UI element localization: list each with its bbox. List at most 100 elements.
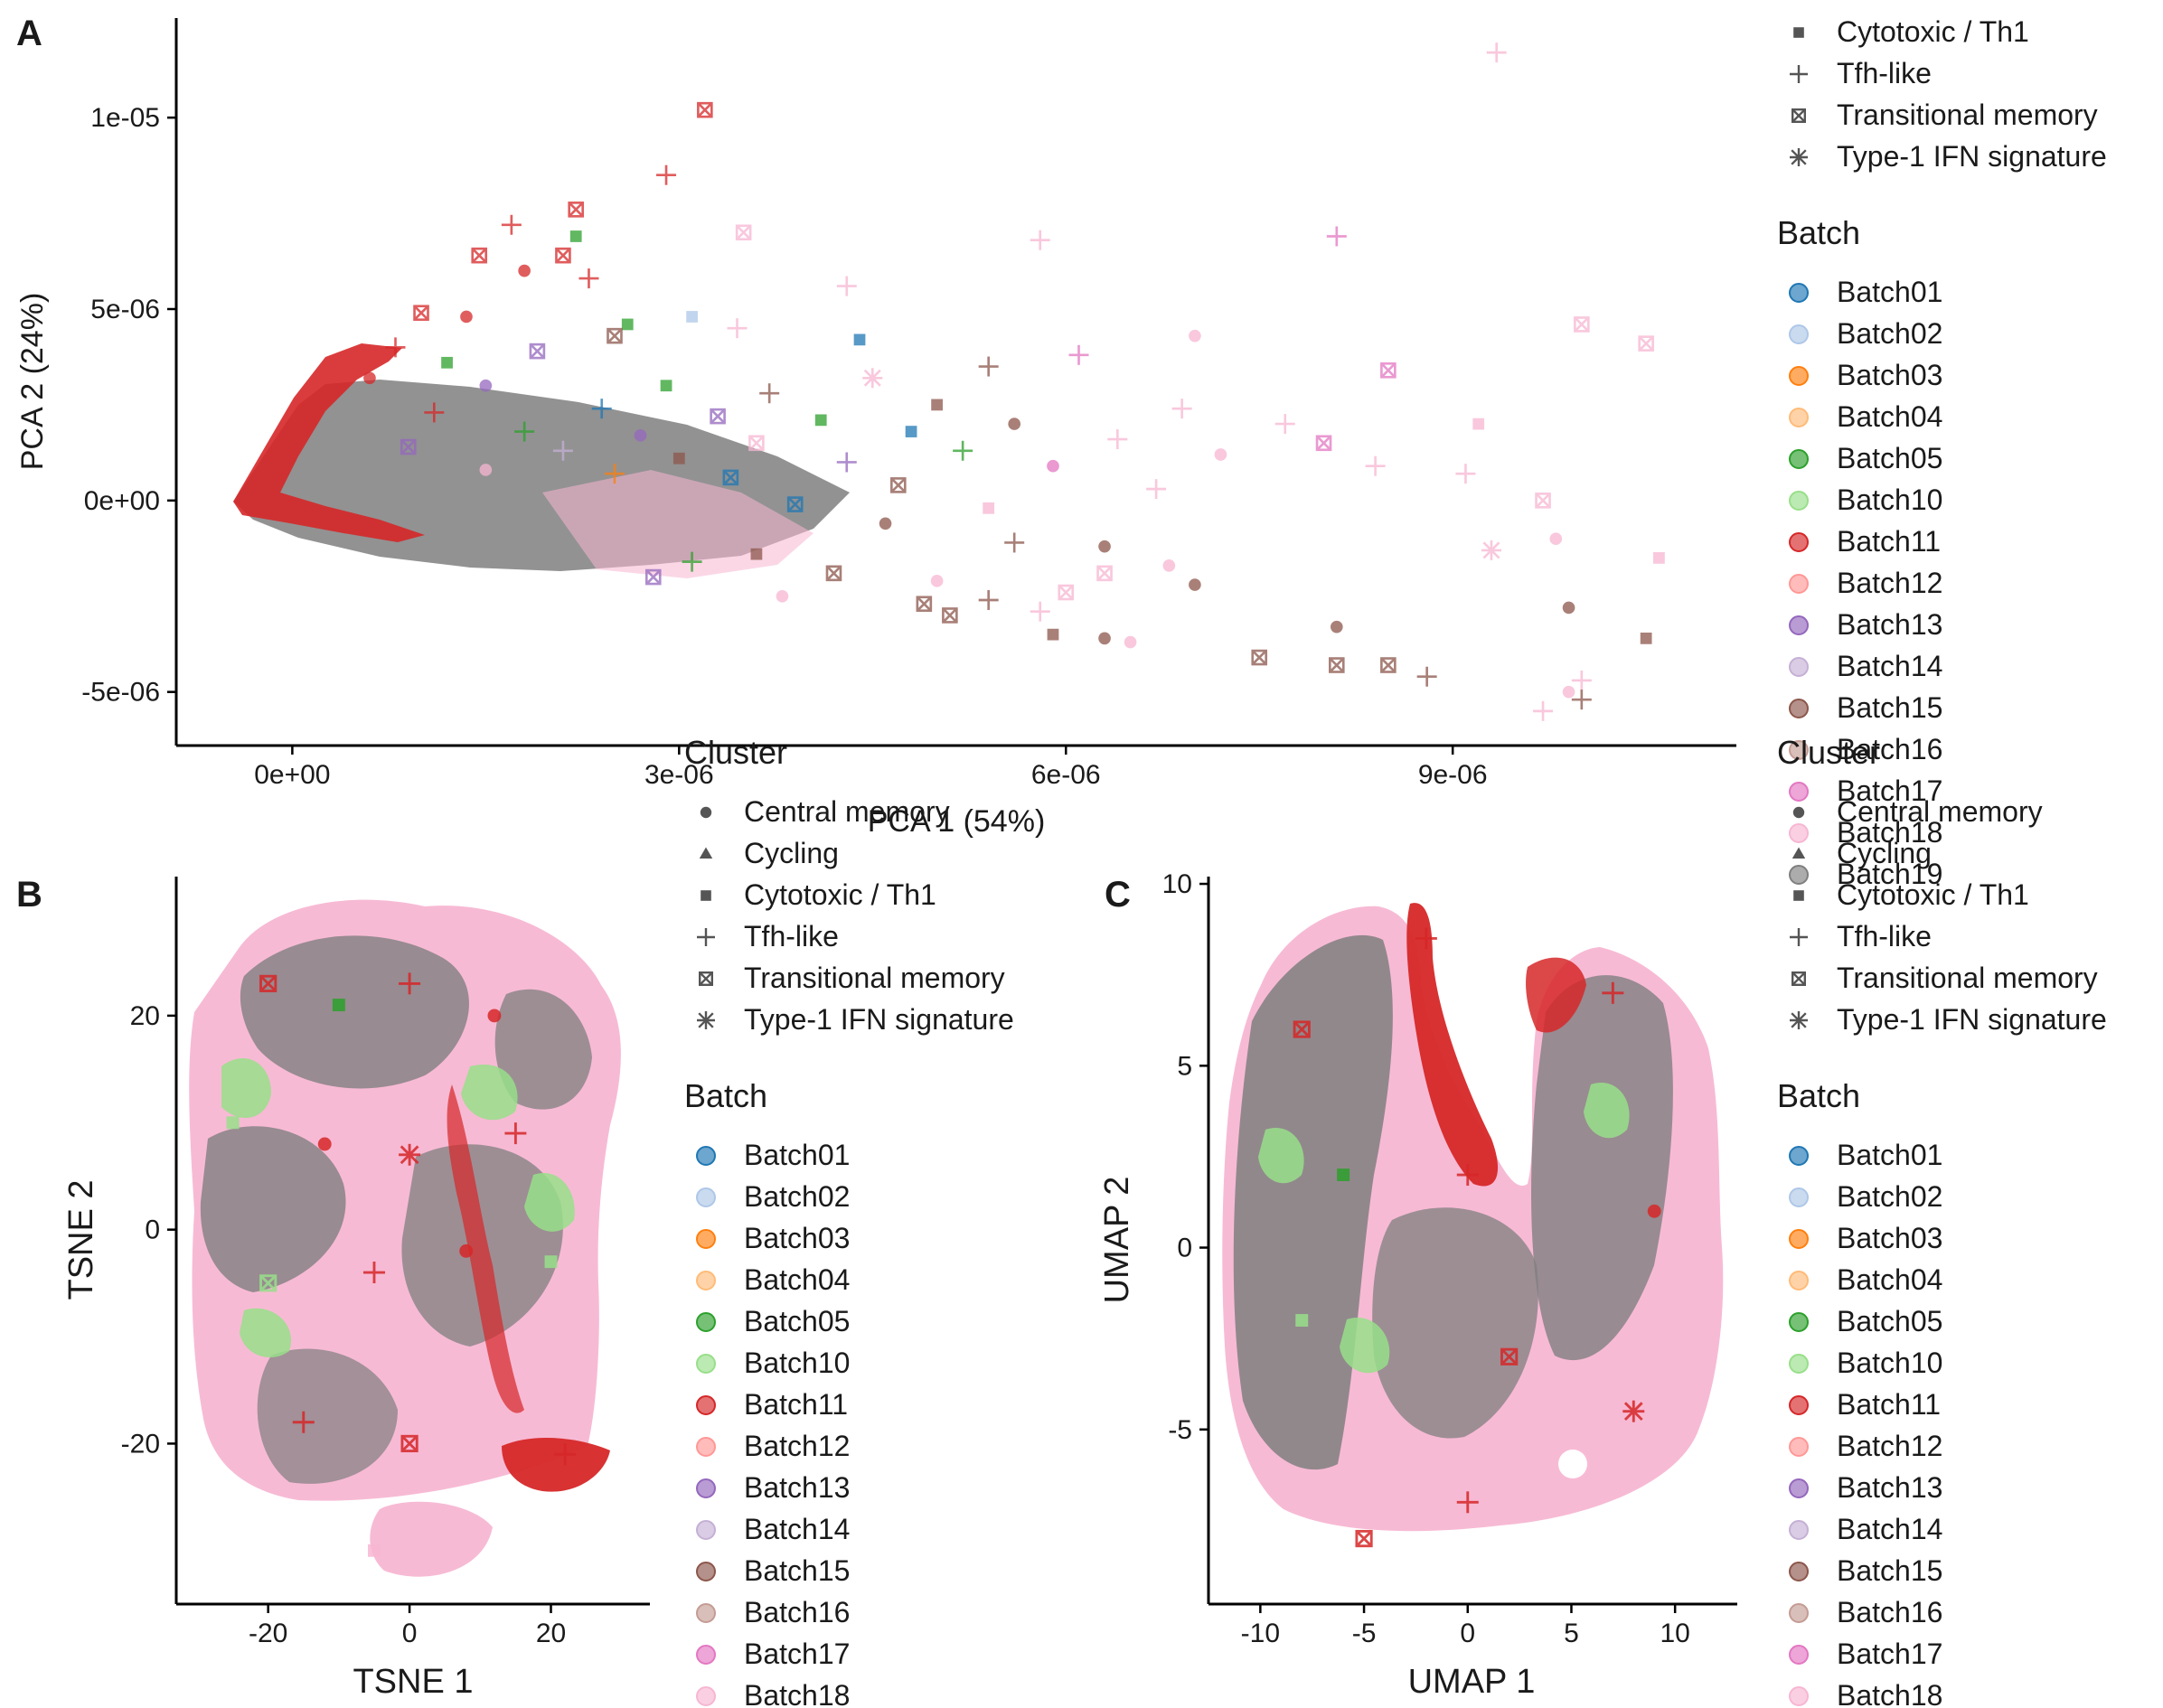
pca-point — [776, 589, 789, 603]
pca-point — [1535, 493, 1551, 509]
legend-batch-batch15: Batch15 — [1789, 1554, 1942, 1587]
legend-batch-swatch — [696, 1354, 716, 1374]
pca-point — [514, 421, 535, 442]
legend-batch-swatch — [1789, 366, 1809, 386]
legend-cluster-cytotoxic-th1: Cytotoxic / Th1 — [1793, 15, 2029, 48]
legend-cluster-label: Cytotoxic / Th1 — [1837, 878, 2029, 911]
legend-batch-label: Batch02 — [1837, 317, 1942, 350]
umap-green-patch-1 — [1258, 1128, 1304, 1184]
panel-letter-b: B — [16, 875, 42, 915]
legend-batch-label: Batch05 — [1837, 1305, 1942, 1337]
tsne-x-tick-label: -20 — [249, 1619, 287, 1648]
pca-point — [759, 383, 780, 404]
tsne-gray-region-1 — [240, 935, 469, 1089]
legend-batch-label: Batch10 — [744, 1347, 850, 1379]
legend-batch-swatch — [1789, 449, 1809, 469]
tsne-point — [400, 1434, 418, 1453]
tsne-x-tick-label: 20 — [536, 1619, 566, 1648]
pca-point — [1274, 414, 1295, 435]
umap-point — [1355, 1529, 1373, 1548]
pca-point — [1107, 429, 1128, 450]
legend-cluster-type-1-ifn-signature: Type-1 IFN signature — [1790, 140, 2107, 173]
pca-y-axis-title: PCA 2 (24%) — [15, 293, 50, 471]
pca-point — [1058, 584, 1075, 601]
legend-cluster-type-1-ifn-signature: Type-1 IFN signature — [1790, 1003, 2107, 1036]
legend-batch-batch12: Batch12 — [1789, 567, 1942, 599]
umap-x-tick-label: -10 — [1241, 1619, 1280, 1648]
tsne-gray-region-4 — [494, 989, 592, 1110]
legend-batch-label: Batch03 — [1837, 1222, 1942, 1254]
legend-batch-batch17: Batch17 — [1789, 1638, 1942, 1670]
pca-point — [727, 318, 748, 339]
pca-point — [1481, 540, 1501, 560]
pca-point — [656, 164, 677, 185]
legend-batch-batch03: Batch03 — [1789, 359, 1942, 391]
umap-point — [1293, 1020, 1311, 1038]
legend-cluster-transitional-memory: Transitional memory — [1791, 99, 2098, 131]
tsne-point — [544, 1255, 558, 1269]
legend-batch-label: Batch17 — [1837, 1638, 1942, 1670]
pca-point — [942, 607, 958, 624]
legend-batch-swatch — [1789, 574, 1809, 594]
legend-batch-batch01: Batch01 — [1789, 276, 1942, 308]
panel-letter-a: A — [16, 14, 42, 53]
pca-point — [1486, 42, 1507, 63]
pca-point — [983, 502, 995, 514]
legend-batch-label: Batch13 — [1837, 608, 1942, 641]
legend-batch-label: Batch12 — [1837, 567, 1942, 599]
legend-batch-batch14: Batch14 — [696, 1513, 850, 1545]
legend-square-marker — [1793, 27, 1804, 38]
legend-batch-batch13: Batch13 — [1789, 1471, 1942, 1504]
umap-point — [1456, 1491, 1479, 1514]
legend-batch-label: Batch16 — [744, 1596, 850, 1628]
tsne-green-ring-1 — [221, 1058, 271, 1118]
legend-cluster-type-1-ifn-signature: Type-1 IFN signature — [697, 1003, 1014, 1036]
legend-plus-marker — [1790, 928, 1808, 946]
pca-point — [1251, 649, 1268, 666]
pca-point — [697, 101, 713, 118]
pca-point — [1214, 448, 1227, 461]
panel-c: -10 -5 0 5 10 -5 0 5 10 UMAP 1 UMAP 2 — [1098, 869, 1737, 1701]
legend-batch-batch18: Batch18 — [1789, 816, 1942, 849]
legend-batch-label: Batch10 — [1837, 1347, 1942, 1379]
pca-x-tick-label: 0e+00 — [254, 760, 330, 790]
umap-ticks: -10 -5 0 5 10 -5 0 5 10 — [1162, 869, 1690, 1648]
pca-point — [1640, 632, 1652, 644]
legend-batch-swatch — [1789, 408, 1809, 427]
umap-red-band — [1526, 957, 1586, 1033]
pca-point — [735, 224, 752, 241]
tsne-x-tick-label: 0 — [402, 1619, 418, 1648]
legend-batch-swatch — [696, 1437, 716, 1457]
legend-cluster-label: Tfh-like — [1837, 57, 1932, 89]
legend-asterisk-marker — [1790, 1011, 1808, 1029]
legend-batch-swatch — [1789, 532, 1809, 552]
pca-point — [644, 568, 662, 586]
pca-point — [363, 371, 376, 385]
legend-batch-label: Batch12 — [744, 1430, 850, 1462]
legend-batch-swatch — [696, 1686, 716, 1706]
tsne-point — [368, 1544, 381, 1557]
legend-cluster-title: Cluster — [684, 734, 787, 771]
pca-point — [471, 247, 488, 264]
legend-batch-swatch — [696, 1645, 716, 1665]
legend-batch-swatch — [1789, 324, 1809, 344]
pca-point — [722, 469, 739, 486]
legend-top-right: Cytotoxic / Th1 Tfh-like Transitional memo… — [1777, 15, 2107, 890]
pca-point — [385, 337, 406, 358]
pca-point — [916, 596, 933, 613]
pca-point — [1562, 601, 1575, 615]
legend-batch-label: Batch11 — [1837, 1388, 1941, 1421]
pca-point — [905, 426, 917, 437]
umap-y-tick-label: 5 — [1177, 1051, 1192, 1081]
legend-batch-label: Batch12 — [1837, 1430, 1942, 1462]
umap-red-spike — [1406, 903, 1499, 1187]
legend-batch-batch17: Batch17 — [696, 1638, 850, 1670]
umap-y-tick-label: 0 — [1177, 1234, 1192, 1263]
pca-point — [1533, 700, 1554, 721]
pca-point — [1380, 361, 1397, 379]
legend-batch-swatch — [1789, 1229, 1809, 1249]
legend-batch-batch16: Batch16 — [1789, 733, 1942, 765]
legend-batch-batch11: Batch11 — [1789, 1388, 1941, 1421]
pca-point — [1638, 335, 1654, 352]
